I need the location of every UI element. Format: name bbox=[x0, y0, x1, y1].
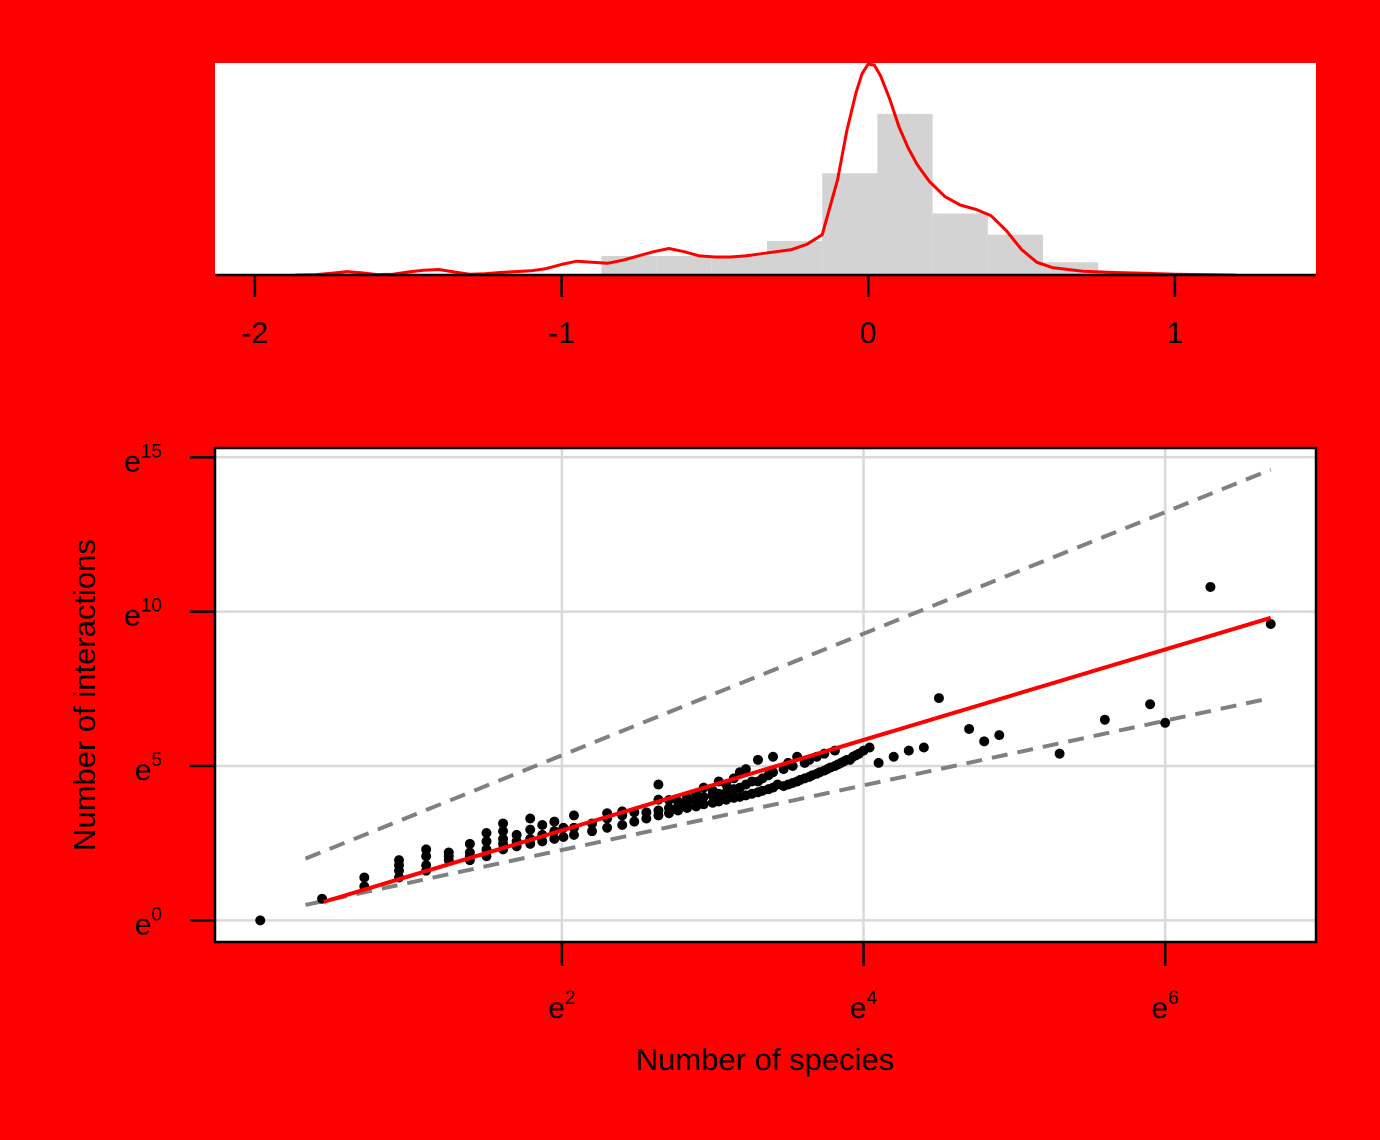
data-point bbox=[394, 855, 405, 866]
data-point bbox=[421, 860, 432, 871]
data-point bbox=[653, 805, 664, 816]
data-point bbox=[964, 723, 975, 734]
scatter-frame bbox=[213, 446, 1318, 944]
data-point bbox=[1054, 748, 1065, 759]
data-point bbox=[525, 824, 536, 835]
data-point bbox=[713, 788, 724, 799]
data-point bbox=[903, 745, 914, 756]
data-point bbox=[568, 810, 579, 821]
histogram-x-tick-label: 1 bbox=[1167, 317, 1184, 350]
data-point bbox=[864, 742, 875, 753]
data-point bbox=[663, 803, 674, 814]
data-point bbox=[1160, 717, 1171, 728]
data-point bbox=[568, 829, 579, 840]
data-point bbox=[979, 736, 990, 747]
data-point bbox=[721, 787, 732, 798]
data-point bbox=[549, 833, 560, 844]
scatter-x-tick-label: e6 bbox=[1152, 988, 1179, 1025]
data-point bbox=[617, 819, 628, 830]
data-point bbox=[768, 751, 779, 762]
data-point bbox=[498, 826, 509, 837]
data-point bbox=[629, 816, 640, 827]
histogram-bar bbox=[767, 241, 823, 275]
x-axis-label: Number of species bbox=[636, 1042, 894, 1077]
data-point bbox=[464, 847, 475, 858]
data-point bbox=[740, 764, 751, 775]
bound-lines bbox=[304, 467, 1272, 907]
scatter-x-tick-label: e4 bbox=[850, 988, 878, 1025]
scatter-y-tick-label: e10 bbox=[124, 596, 162, 633]
histogram-bar bbox=[932, 213, 988, 275]
scatter-y-tick-label: e0 bbox=[135, 904, 162, 941]
scatter-y-tick-label: e5 bbox=[135, 750, 162, 787]
histogram-x-tick-label: -2 bbox=[242, 317, 269, 350]
density-curve-group bbox=[294, 62, 1237, 277]
histogram-x-axis: -2 -1 0 1 bbox=[242, 275, 1184, 350]
data-point bbox=[359, 872, 370, 883]
histogram-panel bbox=[215, 63, 1316, 275]
data-point bbox=[481, 828, 492, 839]
histogram-bar bbox=[656, 255, 712, 275]
data-point bbox=[933, 693, 944, 704]
data-point bbox=[558, 832, 569, 843]
data-point bbox=[641, 807, 652, 818]
data-point bbox=[255, 915, 266, 926]
data-point bbox=[713, 796, 724, 807]
data-point bbox=[511, 829, 522, 840]
scatter-grid bbox=[215, 448, 1316, 942]
data-point bbox=[537, 819, 548, 830]
density-curve bbox=[294, 62, 1237, 277]
data-point bbox=[1099, 714, 1110, 725]
data-point bbox=[549, 816, 560, 827]
data-point bbox=[994, 730, 1005, 741]
data-point bbox=[918, 742, 929, 753]
data-point bbox=[721, 794, 732, 805]
data-point bbox=[481, 836, 492, 847]
scatter-panel bbox=[215, 448, 1316, 942]
upper-bound-line bbox=[304, 467, 1272, 861]
fit-line-group bbox=[323, 615, 1272, 904]
data-point bbox=[888, 751, 899, 762]
scatter-chart: e2 e4 e6 e0 e5 e10 e15 Number of species Numb… bbox=[67, 441, 1318, 1077]
data-point bbox=[698, 799, 709, 810]
data-point bbox=[873, 757, 884, 768]
scatter-y-tick-label: e15 bbox=[124, 441, 162, 478]
histogram-bar bbox=[822, 173, 878, 275]
lower-bound-line bbox=[305, 696, 1272, 907]
data-point bbox=[698, 791, 709, 802]
histogram-bar bbox=[711, 255, 768, 275]
data-point bbox=[1265, 618, 1276, 629]
scatter-x-axis: e2 e4 e6 bbox=[548, 942, 1179, 1025]
data-point bbox=[525, 813, 536, 824]
histogram-bars bbox=[601, 113, 1099, 275]
data-point bbox=[464, 838, 475, 849]
data-point bbox=[498, 833, 509, 844]
y-axis-label: Number of interactions bbox=[67, 539, 102, 851]
scatter-y-axis: e0 e5 e10 e15 bbox=[124, 441, 215, 941]
histogram-x-tick-label: 0 bbox=[860, 317, 877, 350]
data-point bbox=[498, 818, 509, 829]
fit-line bbox=[323, 615, 1272, 904]
data-point bbox=[1205, 581, 1216, 592]
histogram-density-chart: -2 -1 0 1 bbox=[215, 62, 1316, 350]
data-point bbox=[602, 822, 613, 833]
scatter-x-tick-label: e2 bbox=[548, 988, 575, 1025]
data-point bbox=[653, 779, 664, 790]
data-point bbox=[443, 847, 454, 858]
data-point bbox=[1145, 699, 1156, 710]
data-point bbox=[587, 826, 598, 837]
data-point bbox=[752, 754, 763, 765]
data-point bbox=[673, 796, 684, 807]
data-point bbox=[421, 844, 432, 855]
histogram-x-tick-label: -1 bbox=[548, 317, 575, 350]
